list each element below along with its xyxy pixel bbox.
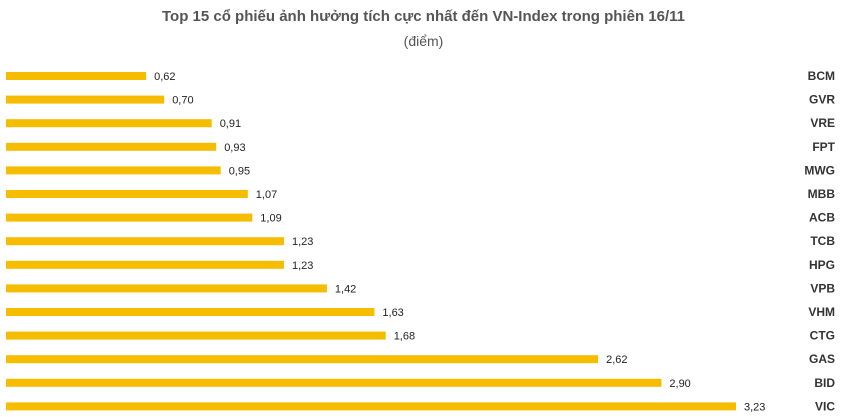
value-label-vic: 3,23 (744, 401, 765, 413)
category-label-acb: ACB (809, 211, 835, 225)
bar-fpt (6, 142, 217, 151)
value-label-bid: 2,90 (669, 378, 690, 390)
value-label-ctg: 1,68 (394, 331, 415, 343)
bar-vpb (6, 284, 327, 293)
value-label-vhm: 1,63 (382, 307, 403, 319)
value-label-tcb: 1,23 (292, 236, 313, 248)
bar-vre (6, 119, 212, 128)
value-label-bcm: 0,62 (154, 71, 175, 83)
value-label-acb: 1,09 (260, 213, 281, 225)
value-label-vpb: 1,42 (335, 283, 356, 295)
category-label-gas: GAS (809, 352, 835, 366)
bar-hpg (6, 260, 284, 269)
category-label-ctg: CTG (810, 329, 835, 343)
value-label-mbb: 1,07 (256, 189, 277, 201)
value-label-gas: 2,62 (606, 354, 627, 366)
bar-mwg (6, 166, 221, 175)
value-label-fpt: 0,93 (224, 142, 245, 154)
chart-title: Top 15 cổ phiếu ảnh hưởng tích cực nhất … (161, 8, 685, 25)
category-label-vre: VRE (810, 116, 835, 130)
bar-gas (6, 355, 599, 364)
value-label-hpg: 1,23 (292, 260, 313, 272)
category-label-mbb: MBB (808, 187, 836, 201)
category-label-tcb: TCB (810, 234, 835, 248)
bar-bcm (6, 72, 147, 80)
category-label-vhm: VHM (808, 305, 835, 319)
bar-acb (6, 213, 253, 222)
category-label-mwg: MWG (804, 163, 835, 177)
category-label-gvr: GVR (809, 93, 835, 107)
chart-subtitle: (điểm) (403, 33, 444, 49)
category-label-bid: BID (814, 376, 835, 390)
category-label-hpg: HPG (809, 258, 835, 272)
bar-bid (6, 378, 662, 387)
category-label-vpb: VPB (810, 281, 835, 295)
bar-tcb (6, 237, 284, 246)
category-label-vic: VIC (815, 399, 835, 413)
value-label-vre: 0,91 (220, 118, 241, 130)
value-label-gvr: 0,70 (172, 95, 193, 107)
bar-vic (6, 402, 736, 411)
bar-ctg (6, 331, 386, 340)
category-label-fpt: FPT (812, 140, 835, 154)
bar-mbb (6, 190, 248, 198)
bar-gvr (6, 95, 165, 104)
bar-vhm (6, 308, 375, 316)
value-label-mwg: 0,95 (229, 165, 250, 177)
category-label-bcm: BCM (808, 69, 835, 83)
